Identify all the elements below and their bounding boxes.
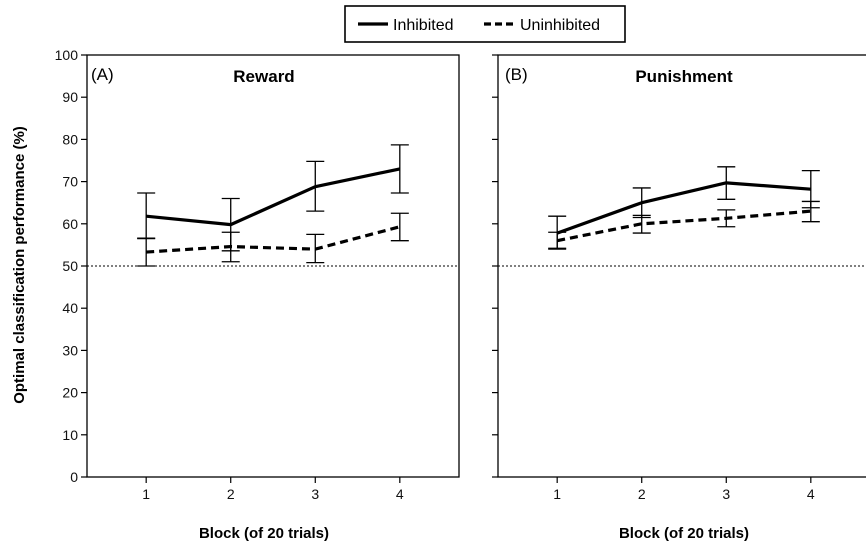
- y-tick-label: 0: [70, 469, 78, 485]
- panel-b-series-uninhibited-line: [556, 209, 811, 243]
- y-tick-label: 60: [62, 216, 78, 232]
- panel-b-x-tick-label: 2: [638, 486, 646, 502]
- panel-a-x-tick-label: 1: [142, 486, 150, 502]
- panel-a-x-tick-label: 4: [396, 486, 404, 502]
- panel-b-x-tick-label: 3: [722, 486, 730, 502]
- panel-a-x-axis-title: Block (of 20 trials): [199, 525, 329, 542]
- panel-a-x-tick-label: 3: [311, 486, 319, 502]
- panel-b-series-inhibited-line: [556, 181, 811, 235]
- panel-a-series-uninhibited-line: [146, 225, 401, 254]
- y-tick-label: 50: [62, 258, 78, 274]
- panel-a: 0 10 20 30 40 50 60 70 80 90 100 1 2 3 4 (A) Reward Bl…: [55, 47, 460, 542]
- y-axis-title: Optimal classification performance (%): [11, 126, 28, 404]
- panel-b-letter: (B): [505, 65, 528, 84]
- panel-a-grid-axes: 0 10 20 30 40 50 60 70 80 90 100 1 2 3 4: [55, 47, 460, 502]
- panel-b-x-axis-title: Block (of 20 trials): [619, 525, 749, 542]
- y-tick-label: 40: [62, 300, 78, 316]
- panel-b: 1 2 3 4 (B) Punishment Block (of 20 trials): [492, 54, 866, 542]
- y-tick-label: 100: [55, 47, 79, 63]
- panel-a-letter: (A): [91, 65, 114, 84]
- y-tick-label: 10: [62, 427, 78, 443]
- panel-a-x-tick-label: 2: [227, 486, 235, 502]
- y-tick-label: 80: [62, 131, 78, 147]
- panel-b-grid-axes: 1 2 3 4: [492, 54, 866, 502]
- legend-label-uninhibited: Uninhibited: [520, 17, 600, 34]
- panel-a-title: Reward: [233, 67, 294, 86]
- panel-b-x-tick-label: 1: [553, 486, 561, 502]
- y-tick-label: 20: [62, 385, 78, 401]
- panel-b-x-tick-label: 4: [807, 486, 815, 502]
- panel-b-title: Punishment: [635, 67, 733, 86]
- legend-label-inhibited: Inhibited: [393, 17, 454, 34]
- y-tick-label: 70: [62, 174, 78, 190]
- y-tick-label: 30: [62, 342, 78, 358]
- legend: Inhibited Uninhibited: [344, 5, 626, 43]
- y-tick-label: 90: [62, 89, 78, 105]
- panel-a-series-inhibited-line: [146, 167, 401, 227]
